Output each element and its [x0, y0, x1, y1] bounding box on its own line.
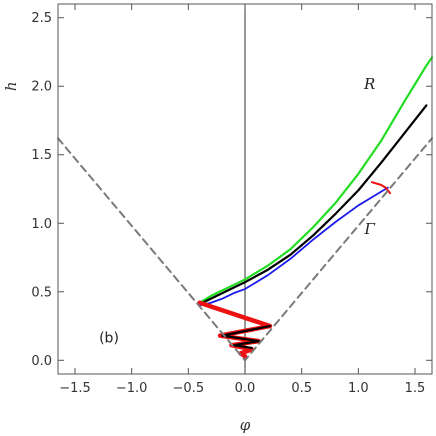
axis-layer	[57, 3, 433, 375]
series-layer	[57, 4, 434, 374]
y-tick-label: 1.0	[31, 217, 52, 232]
x-tick-label: −1.0	[116, 381, 148, 396]
y-tick-label: 0.0	[31, 354, 52, 369]
x-tick-label: 1.0	[348, 381, 369, 396]
x-tick-label: −0.5	[173, 381, 205, 396]
y-tick-label: 2.0	[31, 80, 52, 95]
y-tick-label: 0.5	[31, 285, 52, 300]
annotation-label: Γ	[363, 220, 375, 238]
series-6-line	[57, 137, 433, 362]
label-layer: −1.5 −1.0 −0.5 0.0 0.5 1.0 1.5 0.0 0.5 1.0 1.5 2.0 2…	[2, 11, 425, 434]
series-1-line	[198, 104, 428, 306]
x-axis-title: φ	[240, 416, 251, 434]
x-tick-label: −1.5	[59, 381, 91, 396]
x-tick-label: 0.5	[291, 381, 312, 396]
y-axis-title: h	[2, 81, 20, 91]
y-tick-label: 1.5	[31, 148, 52, 163]
annotation-label: R	[363, 75, 375, 93]
x-tick-label: 1.5	[405, 381, 426, 396]
x-tick-label: 0.0	[235, 381, 256, 396]
series-0-line	[198, 56, 434, 304]
series-4-line	[370, 181, 392, 195]
y-tick-label: 2.5	[31, 11, 52, 26]
panel-label: (b)	[99, 330, 119, 346]
series-2-line	[198, 186, 389, 307]
series-5-line	[221, 324, 272, 350]
